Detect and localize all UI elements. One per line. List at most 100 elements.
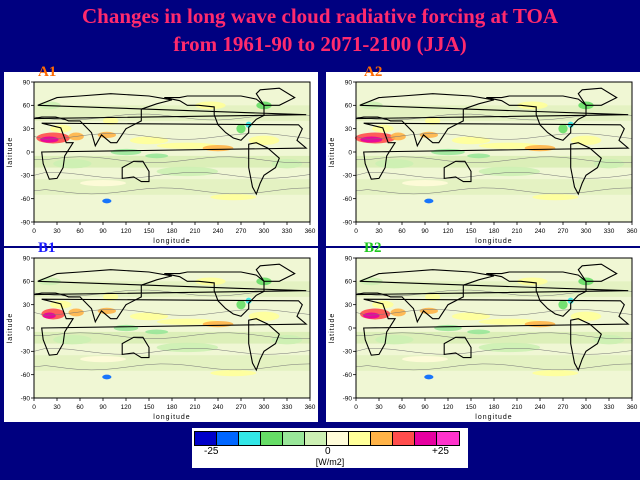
anomaly-region <box>156 318 218 325</box>
x-tick-label: 150 <box>466 228 477 235</box>
anomaly-region <box>532 370 579 377</box>
x-tick-label: 240 <box>213 228 224 235</box>
map-anomaly-band <box>34 355 310 371</box>
y-tick-label: -30 <box>343 173 353 180</box>
map-anomaly-band <box>356 355 632 371</box>
anomaly-region <box>517 277 548 286</box>
anomaly-region <box>375 159 414 169</box>
anomaly-region <box>210 370 257 377</box>
anomaly-region <box>129 312 169 321</box>
x-tick-label: 90 <box>99 228 107 235</box>
colorbar <box>194 431 460 446</box>
anomaly-region <box>103 293 119 301</box>
contour-line <box>355 172 633 179</box>
x-tick-label: 120 <box>443 228 454 235</box>
y-tick-label: -90 <box>21 219 31 226</box>
y-axis-title: latitude <box>329 313 336 344</box>
anomaly-region <box>80 180 126 187</box>
anomaly-region <box>558 300 568 310</box>
colorbar-tick-max: +25 <box>432 446 449 457</box>
contour-line <box>355 363 633 371</box>
map-anomaly-band <box>34 281 310 297</box>
title-line-1: Changes in long wave cloud radiative for… <box>81 4 559 28</box>
anomaly-region <box>425 293 441 301</box>
x-tick-label: 180 <box>167 404 178 411</box>
panel-label: B1 <box>38 240 56 256</box>
coastline <box>164 271 265 317</box>
colorbar-unit: [W/m2] <box>315 457 345 467</box>
anomaly-region <box>431 148 465 156</box>
anomaly-region <box>202 145 234 152</box>
anomaly-region <box>110 148 142 156</box>
anomaly-region <box>195 101 226 110</box>
x-axis-title: longitude <box>153 414 190 421</box>
colorbar-swatch <box>261 432 283 445</box>
map-anomaly-band <box>356 281 632 297</box>
x-tick-label: 90 <box>421 404 429 411</box>
coastline <box>570 142 602 196</box>
anomaly-region <box>53 335 92 345</box>
y-axis-title: latitude <box>329 137 336 168</box>
coastline <box>577 263 618 282</box>
x-tick-label: 120 <box>443 404 454 411</box>
figure-title: Changes in long wave cloud radiative for… <box>0 2 640 58</box>
x-tick-label: 60 <box>76 228 84 235</box>
anomaly-region <box>558 124 568 134</box>
panel-label: A1 <box>38 64 57 80</box>
coastline <box>33 269 307 324</box>
x-tick-label: 300 <box>581 404 592 411</box>
title-line-2: from 1961-90 to 2071-2100 (JJA) <box>173 32 467 56</box>
y-tick-label: 30 <box>23 126 31 133</box>
anomaly-region <box>524 145 556 152</box>
coastline <box>121 336 150 359</box>
anomaly-region <box>478 342 540 353</box>
coastline <box>164 95 265 141</box>
anomaly-region <box>103 117 119 125</box>
x-tick-label: 240 <box>535 228 546 235</box>
anomaly-region <box>363 312 380 319</box>
contour-line <box>33 348 311 355</box>
coastline <box>355 93 629 148</box>
colorbar-swatch <box>415 432 437 445</box>
y-tick-label: -60 <box>343 196 353 203</box>
coastline <box>363 122 630 180</box>
x-tick-label: 30 <box>53 228 61 235</box>
x-tick-label: 300 <box>259 228 270 235</box>
y-tick-label: -30 <box>21 349 31 356</box>
y-tick-label: -90 <box>21 395 31 402</box>
y-tick-label: 0 <box>26 325 30 332</box>
x-tick-label: 120 <box>121 228 132 235</box>
map-panel-a2: 0 30 60 90 120 150 180 210 240 270 300 330 360 90 60 30… <box>326 64 640 246</box>
map-anomaly-band <box>356 179 632 195</box>
y-tick-label: 90 <box>345 79 353 86</box>
anomaly-region <box>424 198 434 204</box>
map-plot: 0 30 60 90 120 150 180 210 240 270 300 330 360906030… <box>7 79 316 245</box>
y-tick-label: 60 <box>345 103 353 110</box>
coastline <box>41 122 308 180</box>
x-tick-label: 300 <box>259 404 270 411</box>
x-tick-label: 210 <box>512 228 523 235</box>
anomaly-region <box>451 136 491 145</box>
coastline <box>33 93 307 148</box>
map-panel-a1: 0 30 60 90 120 150 180 210 240 270 300 330 360 90 60 30… <box>4 64 318 246</box>
coastline <box>570 318 602 372</box>
x-tick-label: 330 <box>282 404 293 411</box>
y-tick-label: 60 <box>23 103 31 110</box>
x-tick-label: 270 <box>236 404 247 411</box>
anomaly-region <box>424 374 434 380</box>
anomaly-region <box>451 312 491 321</box>
colorbar-swatch <box>195 432 217 445</box>
anomaly-region <box>145 329 169 335</box>
x-tick-label: 330 <box>604 404 615 411</box>
x-tick-label: 120 <box>121 404 132 411</box>
anomaly-region <box>402 180 448 187</box>
x-tick-label: 60 <box>398 404 406 411</box>
y-tick-label: -60 <box>343 372 353 379</box>
anomaly-region <box>360 136 383 143</box>
anomaly-region <box>102 374 112 380</box>
x-tick-label: 360 <box>627 228 638 235</box>
anomaly-region <box>156 342 218 353</box>
x-tick-label: 60 <box>76 404 84 411</box>
anomaly-region <box>532 194 579 201</box>
anomaly-region <box>42 312 56 319</box>
